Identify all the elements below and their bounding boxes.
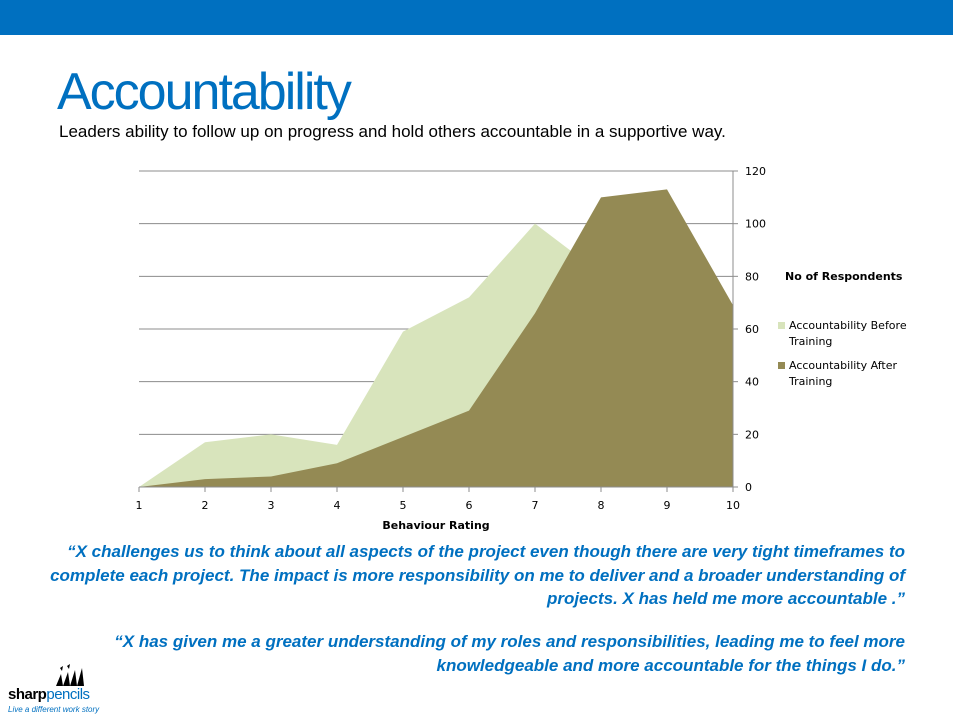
- x-tick-label: 10: [726, 499, 740, 512]
- legend-swatch-1: [778, 322, 785, 329]
- x-tick-label: 8: [598, 499, 605, 512]
- legend-title: No of Respondents: [785, 270, 903, 283]
- x-tick-label: 1: [136, 499, 143, 512]
- logo-name-bold: sharp: [8, 686, 47, 703]
- x-tick-label: 5: [400, 499, 407, 512]
- area-chart: 1 2 3 4 5 6 7 8 9 10 0 20 40 60 80 100 120 Behaviour Ra…: [136, 165, 907, 532]
- legend-label-1: Training: [788, 335, 832, 348]
- x-axis-label: Behaviour Rating: [382, 519, 489, 532]
- y-tick-label: 120: [745, 165, 766, 178]
- x-axis: 1 2 3 4 5 6 7 8 9 10: [136, 486, 740, 512]
- chart-areas: [139, 189, 733, 487]
- legend-label-2: Accountability After: [789, 359, 898, 372]
- area-series-2: [139, 189, 733, 487]
- x-tick-label: 4: [334, 499, 341, 512]
- x-tick-label: 6: [466, 499, 473, 512]
- x-tick-label: 3: [268, 499, 275, 512]
- y-tick-label: 40: [745, 376, 759, 389]
- x-tick-label: 9: [664, 499, 671, 512]
- testimonial-quote-1: “X challenges us to think about all aspe…: [50, 542, 905, 608]
- y-axis: 0 20 40 60 80 100 120: [732, 165, 766, 494]
- y-tick-label: 60: [745, 323, 759, 336]
- logo-tagline: Live a different work story: [8, 705, 100, 714]
- x-tick-label: 2: [202, 499, 209, 512]
- logo-name-light: pencils: [46, 686, 90, 703]
- y-tick-label: 0: [745, 481, 752, 494]
- pencils-icon: [56, 664, 84, 686]
- y-tick-label: 100: [745, 218, 766, 231]
- testimonial-quote-2: “X has given me a greater understanding …: [114, 632, 905, 675]
- y-tick-label: 20: [745, 428, 759, 441]
- x-tick-label: 7: [532, 499, 539, 512]
- company-logo: sharppencils Live a different work story: [6, 664, 116, 720]
- y-tick-label: 80: [745, 270, 759, 283]
- legend-label-2: Training: [788, 375, 832, 388]
- chart-legend: No of Respondents Accountability Before Tr…: [778, 270, 907, 388]
- logo-wordmark: sharppencils: [8, 686, 90, 703]
- slide-title: Accountability: [57, 63, 352, 121]
- legend-swatch-2: [778, 362, 785, 369]
- slide-subtitle: Leaders ability to follow up on progress…: [59, 122, 726, 141]
- legend-label-1: Accountability Before: [789, 319, 907, 332]
- top-banner: [0, 0, 953, 35]
